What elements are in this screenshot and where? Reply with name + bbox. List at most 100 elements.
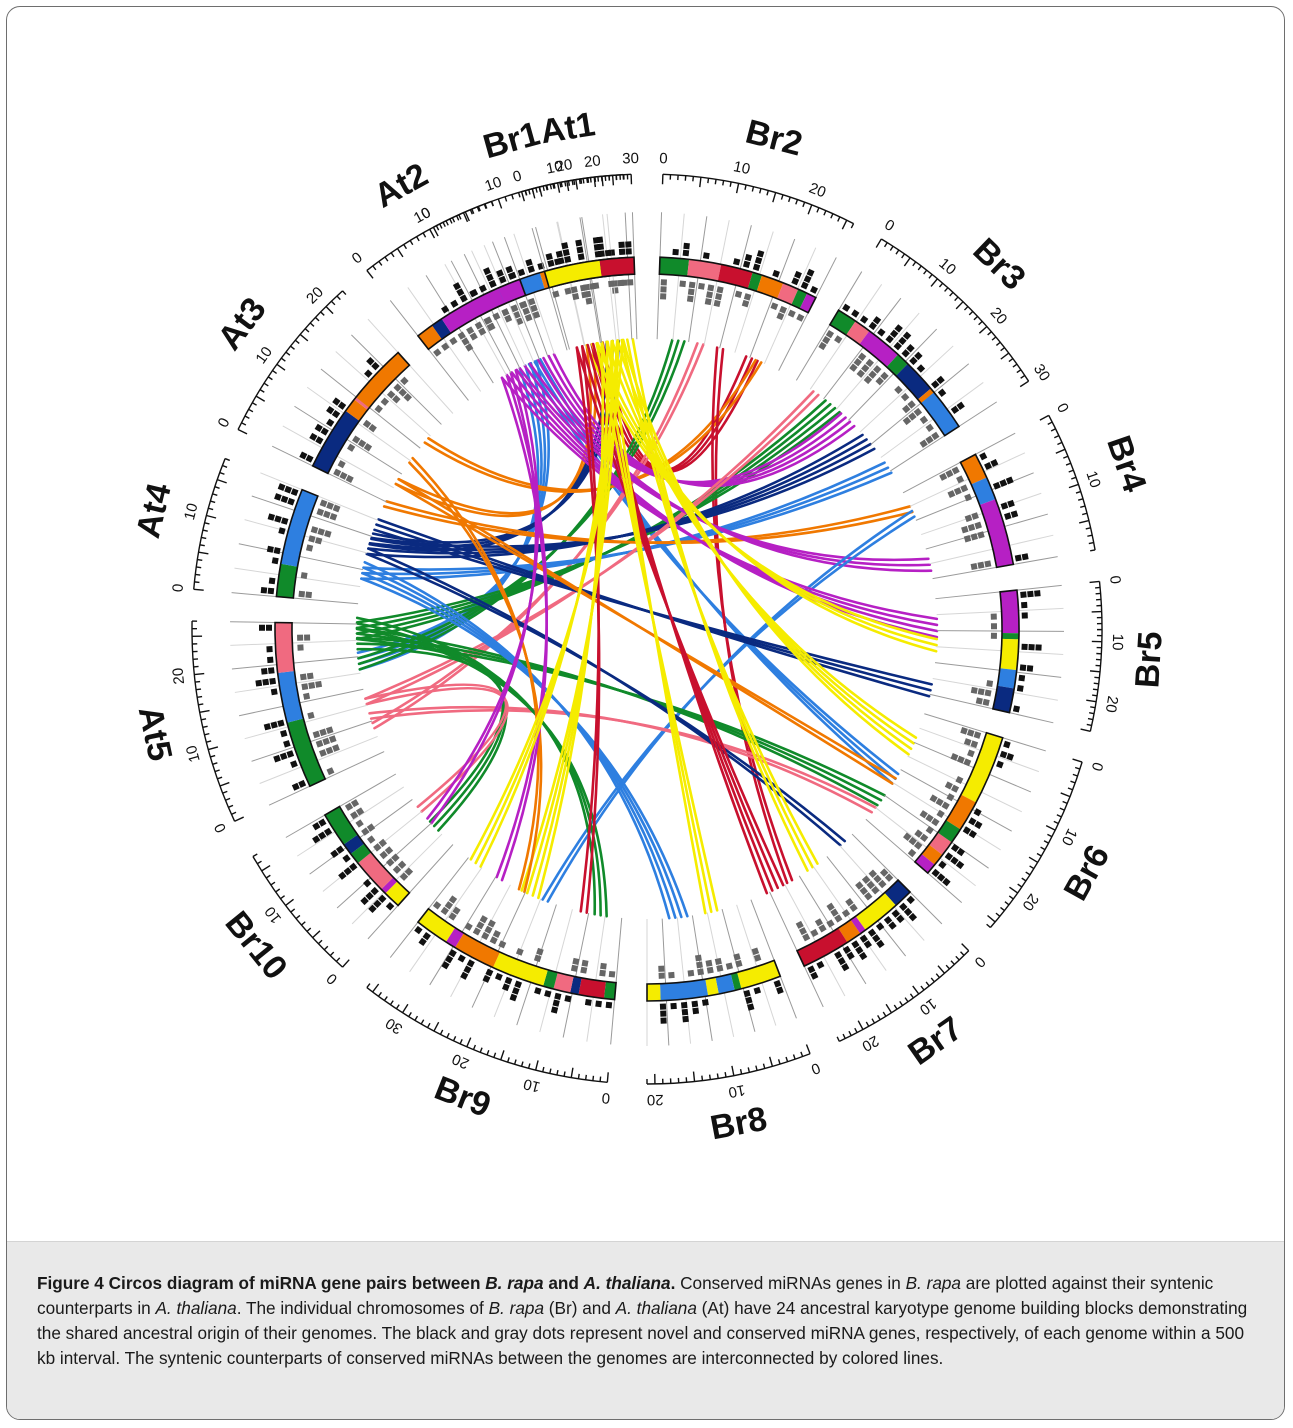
tick-mark bbox=[1047, 833, 1053, 838]
conserved-mirna-dot bbox=[314, 537, 323, 545]
conserved-mirna-dot bbox=[970, 533, 978, 541]
block-pink bbox=[357, 852, 394, 890]
novel-mirna-dot bbox=[851, 940, 860, 949]
chromosome-br9 bbox=[366, 857, 623, 1083]
tick-mark bbox=[483, 203, 487, 209]
novel-mirna-dot bbox=[903, 907, 913, 917]
tick-mark bbox=[816, 207, 820, 213]
novel-mirna-dot bbox=[312, 835, 321, 844]
conserved-mirna-dot bbox=[524, 313, 533, 322]
tick-mark bbox=[1063, 455, 1069, 459]
tick-mark bbox=[422, 232, 427, 238]
conserved-mirna-dot bbox=[400, 376, 409, 386]
guide-line bbox=[367, 844, 454, 940]
conserved-mirna-dot bbox=[687, 969, 695, 977]
conserved-mirna-dot bbox=[307, 711, 315, 720]
novel-mirna-dot bbox=[859, 315, 869, 324]
guide-line bbox=[736, 904, 777, 1026]
caption-text: Conserved miRNAs genes in B. rapa are pl… bbox=[37, 1273, 1248, 1368]
conserved-mirna-dot bbox=[825, 329, 835, 339]
guide-line bbox=[239, 688, 364, 717]
guide-line bbox=[691, 915, 713, 1041]
novel-mirna-dot bbox=[575, 239, 583, 247]
chromosome-br7 bbox=[769, 833, 970, 1043]
conserved-mirna-dot bbox=[859, 886, 869, 896]
tick-mark bbox=[549, 184, 553, 190]
guide-line bbox=[936, 646, 1064, 655]
tick-mark bbox=[449, 218, 453, 224]
tick-mark bbox=[885, 1003, 893, 1014]
novel-mirna-dot bbox=[270, 721, 278, 729]
tick-mark bbox=[735, 183, 740, 194]
tick-mark bbox=[599, 1076, 602, 1082]
guide-line bbox=[425, 275, 494, 384]
tick-mark bbox=[1036, 852, 1042, 857]
novel-mirna-dot bbox=[810, 971, 819, 980]
novel-mirna-dot bbox=[595, 1000, 602, 1008]
tick-mark bbox=[722, 180, 725, 186]
guide-line bbox=[320, 368, 421, 449]
block-light_blue bbox=[920, 392, 959, 436]
tick-mark bbox=[785, 1056, 789, 1062]
tick-mark bbox=[439, 223, 443, 229]
novel-mirna-dot bbox=[323, 827, 333, 836]
conserved-mirna-dot bbox=[977, 688, 985, 696]
tick-mark bbox=[312, 930, 321, 939]
novel-mirna-dot bbox=[938, 860, 947, 870]
block-purple bbox=[850, 916, 866, 934]
tick-mark bbox=[842, 1033, 846, 1039]
guide-line bbox=[579, 217, 601, 343]
tick-label: 20 bbox=[807, 179, 829, 201]
block-yellow bbox=[737, 960, 781, 989]
tick-mark bbox=[578, 178, 581, 185]
tick-mark bbox=[290, 345, 295, 350]
conserved-mirna-dot bbox=[822, 335, 831, 345]
tick-mark bbox=[466, 1037, 472, 1048]
tick-mark bbox=[195, 680, 201, 683]
guide-line bbox=[238, 543, 364, 571]
tick-mark bbox=[780, 194, 784, 200]
guide-line bbox=[880, 382, 984, 458]
tick-mark bbox=[272, 369, 278, 374]
novel-mirna-dot bbox=[752, 263, 761, 271]
guide-line bbox=[251, 720, 373, 762]
chromosome-label-br7: Br7 bbox=[901, 1009, 969, 1073]
tick-mark bbox=[1028, 856, 1038, 863]
conserved-mirna-dot bbox=[658, 972, 665, 979]
block-dark_blue bbox=[343, 834, 365, 854]
tick-mark bbox=[1057, 441, 1063, 446]
novel-mirna-dot bbox=[326, 418, 335, 427]
guide-line bbox=[539, 909, 573, 1033]
block-green bbox=[829, 310, 856, 336]
guide-line bbox=[230, 621, 358, 625]
tick-mark bbox=[995, 912, 1001, 917]
conserved-mirna-dot bbox=[861, 875, 871, 884]
novel-mirna-dot bbox=[544, 990, 552, 998]
conserved-mirna-dot bbox=[599, 969, 606, 977]
tick-label: 0 bbox=[971, 953, 989, 971]
novel-mirna-dot bbox=[743, 989, 751, 998]
tick-mark bbox=[1075, 490, 1081, 494]
tick-mark bbox=[493, 1052, 497, 1058]
guide-line bbox=[429, 876, 497, 986]
novel-mirna-dot bbox=[692, 1007, 700, 1015]
novel-mirna-dot bbox=[936, 873, 946, 882]
tick-label: 0 bbox=[881, 216, 897, 235]
tick-mark bbox=[471, 208, 475, 214]
guide-line bbox=[260, 472, 379, 521]
novel-mirna-dot bbox=[754, 256, 763, 265]
tick-mark bbox=[701, 1075, 704, 1081]
novel-mirna-dot bbox=[457, 954, 466, 963]
tick-mark bbox=[442, 221, 446, 228]
novel-mirna-dot bbox=[445, 955, 454, 964]
novel-mirna-dot bbox=[320, 427, 329, 436]
novel-mirna-dot bbox=[841, 963, 850, 972]
tick-mark bbox=[1019, 380, 1029, 388]
tick-mark bbox=[928, 273, 933, 279]
tick-axis bbox=[662, 173, 854, 225]
guide-line bbox=[234, 567, 361, 588]
guide-line bbox=[282, 425, 394, 489]
block-green bbox=[730, 972, 742, 991]
novel-mirna-dot bbox=[441, 961, 450, 970]
guide-line bbox=[531, 228, 568, 351]
